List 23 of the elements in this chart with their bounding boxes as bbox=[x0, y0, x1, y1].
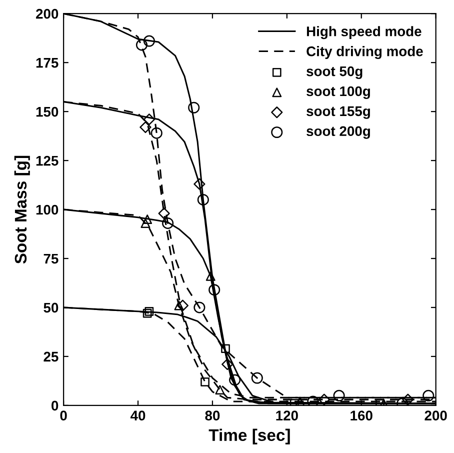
legend-label: City driving mode bbox=[306, 46, 423, 60]
legend-label: soot 155g bbox=[306, 106, 370, 119]
legend-label: soot 200g bbox=[306, 126, 370, 139]
legend-label: soot 50g bbox=[306, 66, 362, 79]
y-tick-label: 125 bbox=[36, 156, 58, 166]
x-tick-label: 200 bbox=[424, 410, 447, 420]
x-tick-label: 160 bbox=[350, 410, 372, 420]
y-axis-title: Soot Mass [g] bbox=[14, 156, 30, 264]
x-tick-label: 0 bbox=[60, 410, 67, 420]
y-tick-label: 75 bbox=[44, 254, 58, 264]
x-tick-label: 40 bbox=[130, 410, 146, 420]
legend-label: soot 100g bbox=[306, 86, 370, 99]
x-tick-label: 80 bbox=[205, 410, 220, 420]
y-tick-label: 150 bbox=[36, 106, 58, 117]
x-axis-title: Time [sec] bbox=[208, 428, 290, 444]
y-tick-label: 25 bbox=[44, 352, 58, 362]
y-tick-label: 50 bbox=[44, 302, 58, 313]
x-tick-label: 120 bbox=[276, 410, 298, 420]
y-tick-label: 175 bbox=[36, 58, 58, 68]
y-tick-label: 0 bbox=[52, 400, 58, 411]
y-tick-label: 100 bbox=[36, 204, 58, 215]
legend-label: High speed mode bbox=[306, 26, 422, 40]
y-tick-label: 200 bbox=[36, 8, 58, 19]
